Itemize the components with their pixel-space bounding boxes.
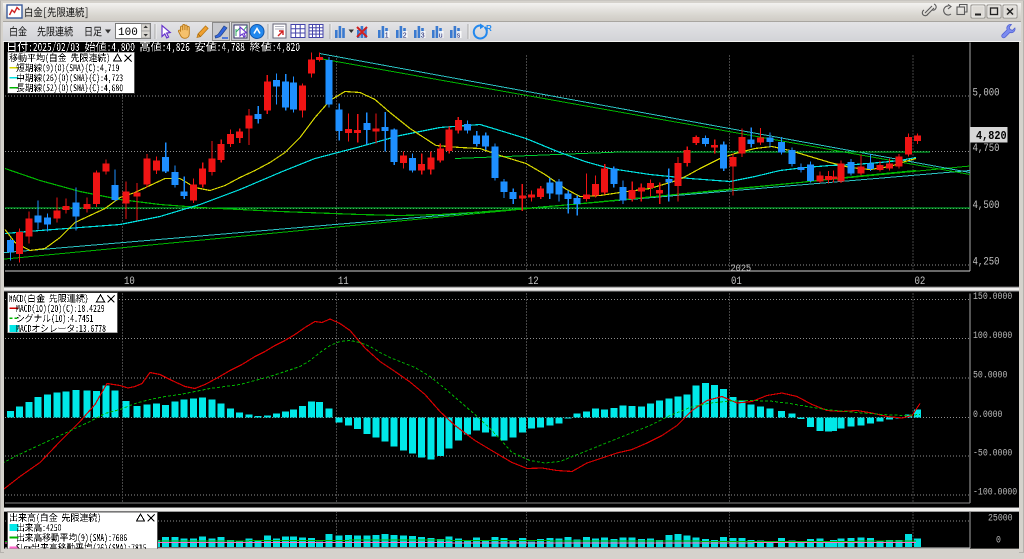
svg-text:4,250: 4,250: [973, 256, 1000, 268]
svg-text:4,500: 4,500: [973, 200, 1000, 212]
svg-text:02: 02: [915, 276, 926, 288]
svg-text:-50.0000: -50.0000: [973, 446, 1012, 458]
svg-text:100: 100: [118, 27, 138, 39]
svg-text:2025: 2025: [731, 262, 752, 274]
svg-text:01: 01: [731, 276, 742, 288]
svg-text:1: 1: [385, 33, 389, 40]
svg-text:100.0000: 100.0000: [973, 329, 1012, 341]
svg-text:4,750: 4,750: [973, 143, 1000, 155]
svg-text:12: 12: [528, 276, 539, 288]
svg-text:-100.0000: -100.0000: [973, 485, 1017, 497]
svg-text:50.0000: 50.0000: [973, 368, 1007, 380]
svg-text:3: 3: [421, 33, 425, 40]
svg-text:11: 11: [338, 276, 349, 288]
svg-text:2: 2: [403, 33, 407, 40]
svg-text:4,820: 4,820: [976, 130, 1007, 143]
svg-text:10: 10: [124, 276, 135, 288]
svg-text:5,000: 5,000: [973, 87, 1000, 99]
svg-text:0: 0: [996, 533, 1001, 545]
svg-text:R: R: [486, 24, 492, 33]
svg-text:25000: 25000: [988, 511, 1013, 523]
svg-text:150.0000: 150.0000: [973, 290, 1012, 302]
svg-text:u: u: [439, 33, 443, 40]
svg-text:0.0000: 0.0000: [973, 408, 1002, 420]
svg-text:s: s: [457, 33, 461, 40]
